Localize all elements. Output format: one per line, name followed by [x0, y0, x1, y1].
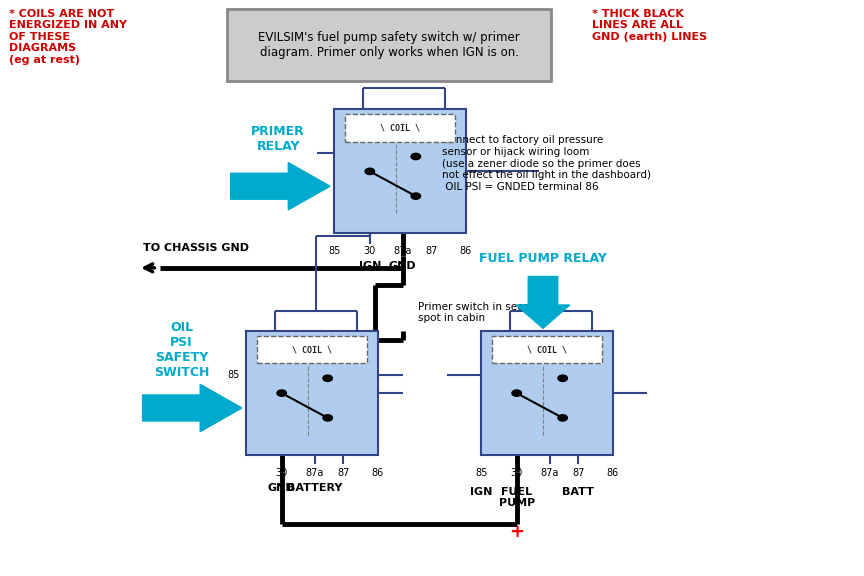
Text: OIL
PSI
SAFETY
SWITCH: OIL PSI SAFETY SWITCH [154, 321, 209, 379]
Circle shape [365, 168, 375, 175]
Bar [481, 331, 613, 455]
Text: FUEL
PUMP: FUEL PUMP [499, 487, 535, 508]
Text: 30: 30 [511, 468, 523, 478]
Text: 30: 30 [364, 246, 376, 256]
Circle shape [512, 390, 522, 396]
Text: BATT: BATT [562, 487, 594, 497]
Polygon shape [516, 276, 569, 328]
Text: * THICK BLACK
LINES ARE ALL
GND (earth) LINES: * THICK BLACK LINES ARE ALL GND (earth) … [592, 9, 707, 42]
Text: TO CHASSIS GND: TO CHASSIS GND [143, 244, 249, 253]
Circle shape [323, 415, 333, 421]
Text: 85: 85 [228, 370, 240, 380]
Text: 86: 86 [460, 246, 472, 256]
Text: 85: 85 [475, 468, 487, 478]
Text: IGN: IGN [470, 487, 492, 497]
Text: FUEL PUMP RELAY: FUEL PUMP RELAY [479, 252, 607, 265]
Text: EVILSIM's fuel pump safety switch w/ primer
diagram. Primer only works when IGN : EVILSIM's fuel pump safety switch w/ pri… [258, 31, 520, 59]
Bar [246, 331, 378, 455]
Text: 87: 87 [572, 468, 585, 478]
Text: +: + [509, 523, 524, 541]
Text: Primer switch in secret
spot in cabin: Primer switch in secret spot in cabin [418, 302, 537, 323]
Bar [345, 115, 455, 142]
Circle shape [558, 415, 568, 421]
Text: Connect to factory oil pressure
sensor or hijack wiring loom
(use a zener diode : Connect to factory oil pressure sensor o… [442, 135, 651, 192]
Bar [334, 109, 466, 233]
Bar [257, 336, 367, 363]
Text: 85: 85 [328, 246, 340, 256]
Text: 87: 87 [337, 468, 350, 478]
Text: 87: 87 [425, 246, 438, 256]
Text: 87a: 87a [393, 246, 412, 256]
Text: BATTERY: BATTERY [287, 483, 342, 492]
Circle shape [277, 390, 287, 396]
Text: GND: GND [389, 261, 416, 271]
Text: 86: 86 [372, 468, 384, 478]
Text: \ COIL \: \ COIL \ [380, 123, 420, 132]
FancyBboxPatch shape [227, 9, 551, 81]
Text: PRIMER
RELAY: PRIMER RELAY [251, 125, 305, 153]
Circle shape [323, 375, 333, 381]
Circle shape [558, 375, 568, 381]
Text: GND: GND [268, 483, 295, 492]
Text: 87a: 87a [540, 468, 559, 478]
Text: \ COIL \: \ COIL \ [527, 345, 567, 354]
Polygon shape [143, 384, 242, 431]
Text: \ COIL \: \ COIL \ [292, 345, 332, 354]
Text: 86: 86 [607, 468, 619, 478]
Text: 87a: 87a [305, 468, 324, 478]
Text: 30: 30 [276, 468, 288, 478]
Circle shape [411, 193, 421, 199]
Text: * COILS ARE NOT
ENERGIZED IN ANY
OF THESE
DIAGRAMS
(eg at rest): * COILS ARE NOT ENERGIZED IN ANY OF THES… [9, 9, 127, 65]
Polygon shape [231, 162, 330, 210]
Circle shape [411, 153, 421, 160]
Text: IGN: IGN [359, 261, 381, 271]
Bar [492, 336, 602, 363]
